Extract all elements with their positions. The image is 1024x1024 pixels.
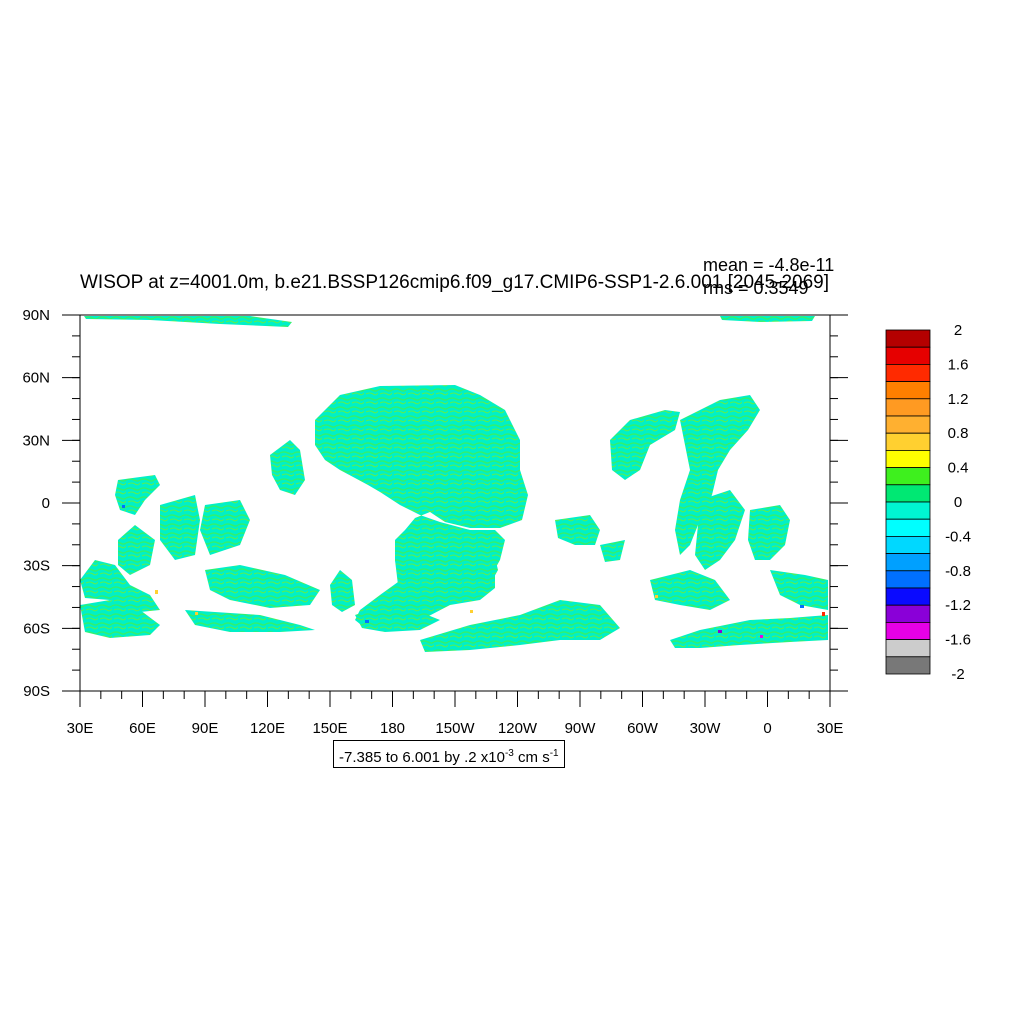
region-50s-west (80, 560, 160, 612)
colorbar-swatch (885, 415, 931, 434)
east-mid-island (555, 515, 600, 545)
colorbar-swatch (885, 622, 931, 641)
colorbar-swatch (885, 553, 931, 572)
east-mid-island-2 (600, 540, 625, 562)
region-60s-west (80, 600, 160, 638)
colorbar-swatch (885, 381, 931, 400)
contour-range: -7.385 to 6.001 by .2 x10 (339, 749, 505, 766)
plot-title: WISOP at z=4001.0m, b.e21.BSSP126cmip6.f… (80, 272, 830, 293)
east-southern (650, 570, 730, 610)
region-60s-mid (185, 610, 315, 632)
colorbar-label: -2 (951, 666, 964, 683)
mean-stat: mean = -4.8e-11 (703, 255, 835, 275)
colorbar-swatch (885, 501, 931, 520)
colorbar-label: 0 (954, 494, 962, 511)
lat-label: 30N (22, 432, 50, 449)
colorbar-label: 2 (954, 322, 962, 339)
region-70e (118, 525, 155, 575)
central-south-lobe (395, 525, 498, 602)
lat-label: 30S (23, 558, 50, 575)
rms-stat: rms = 0.3549 (703, 278, 809, 298)
colorbar-label: 1.2 (948, 391, 969, 408)
colorbar-swatch (885, 656, 931, 675)
region-80e (160, 495, 200, 560)
colorbar-label: -0.8 (945, 563, 971, 580)
contour-info-box: -7.385 to 6.001 by .2 x10-3 cm s-1 (333, 740, 565, 768)
south-island-1 (330, 570, 355, 612)
colorbar-swatch (885, 536, 931, 555)
lat-label: 60N (22, 370, 50, 387)
colorbar-swatch (885, 518, 931, 537)
arctic-strip-west (84, 316, 292, 327)
east-atlantic (695, 490, 745, 570)
colorbar-label: 1.6 (948, 356, 969, 373)
colorbar-label: 0.8 (948, 425, 969, 442)
lon-label: 60W (627, 720, 659, 737)
lon-label: 90E (192, 720, 219, 737)
colorbar-swatch (885, 639, 931, 658)
colorbar-swatch (885, 398, 931, 417)
lon-label: 120W (498, 720, 538, 737)
region-110e (205, 565, 320, 608)
south-island-2 (355, 605, 440, 632)
lon-label: 150W (435, 720, 475, 737)
colorbar-swatch (885, 604, 931, 623)
lat-label: 0 (42, 495, 50, 512)
lon-label: 30E (817, 720, 844, 737)
colorbar-swatch (885, 363, 931, 382)
colorbar-label: -0.4 (945, 528, 971, 545)
lon-label: 120E (250, 720, 285, 737)
colorbar-label: 0.4 (948, 460, 969, 477)
colorbar-swatch (885, 587, 931, 606)
colorbar-swatch (885, 449, 931, 468)
lon-label: 90W (565, 720, 597, 737)
colorbar-swatch (885, 570, 931, 589)
lat-label: 90S (23, 683, 50, 700)
colorbar-swatch (885, 467, 931, 486)
region-90e (200, 500, 250, 555)
east-far (770, 570, 828, 610)
colorbar-swatch (885, 432, 931, 451)
contour-unit-exponent: -1 (549, 748, 559, 759)
colorbar-swatch (885, 484, 931, 503)
colorbar-swatch (885, 329, 931, 348)
lon-label: 150E (312, 720, 347, 737)
lon-label: 30E (67, 720, 94, 737)
east-north (610, 410, 680, 480)
arctic-strip-east (720, 316, 815, 322)
antarctic-east (670, 615, 828, 648)
lat-label: 90N (22, 307, 50, 324)
axis-ticks (62, 314, 848, 707)
field-shading (80, 316, 828, 652)
region-60e (115, 475, 160, 515)
highlight-specks (122, 505, 825, 638)
colorbar (885, 329, 931, 675)
lat-label: 60S (23, 620, 50, 637)
lon-label: 0 (763, 720, 771, 737)
east-america (675, 395, 760, 555)
contour-exponent: -3 (504, 748, 514, 759)
lon-label: 60E (129, 720, 156, 737)
colorbar-label: -1.2 (945, 597, 971, 614)
contour-unit: cm s (513, 749, 550, 766)
southern-ocean-band (420, 600, 620, 652)
colorbar-labels: 2 1.6 1.2 0.8 0.4 0 -0.4 -0.8 -1.2 -1.6 -2 (945, 322, 971, 683)
colorbar-label: -1.6 (945, 632, 971, 649)
east-africa (748, 505, 790, 560)
lon-label: 180 (380, 720, 405, 737)
lon-label: 30W (690, 720, 722, 737)
axis-tick-labels: 90N 60N 30N 0 30S 60S 90S 30E 60E 90E 120E 150E 180 1… (22, 307, 843, 737)
west-peninsula (270, 440, 305, 495)
colorbar-swatch (885, 346, 931, 365)
